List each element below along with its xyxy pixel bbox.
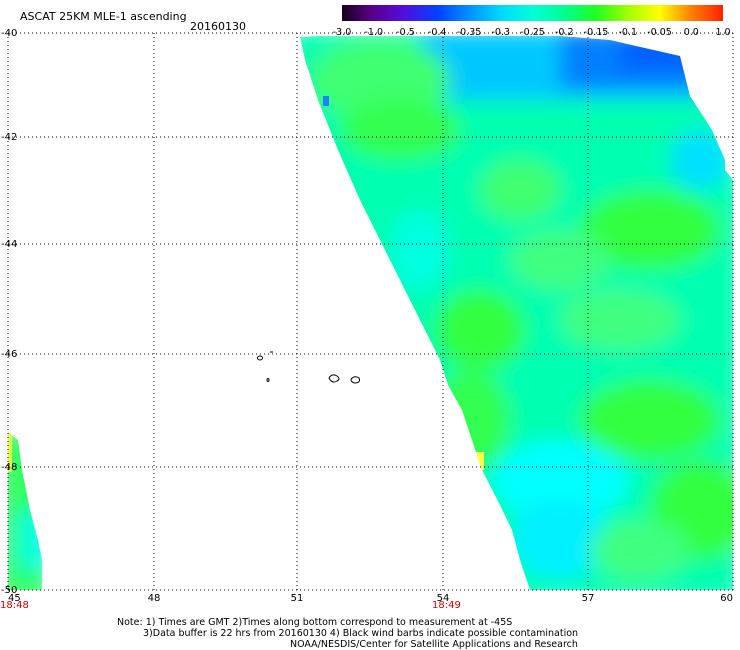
y-tick-label: -46 (1, 349, 17, 360)
gridlines (7, 32, 734, 591)
colorbar-label: -1.0 (364, 27, 383, 38)
map-date: 20160130 (190, 20, 246, 33)
x-tick-label: 48 (148, 593, 161, 604)
y-tick-label: -42 (1, 132, 17, 143)
colorbar-label: -0.1 (618, 27, 637, 38)
x-tick-label: 57 (582, 593, 595, 604)
y-tick-label: -50 (1, 585, 17, 596)
x-tick-label: 60 (720, 593, 733, 604)
y-axis-labels: -40 -42 -44 -46 -48 -50 (1, 28, 17, 596)
colorbar-label: -0.05 (647, 27, 672, 38)
time-left: 18:48 (0, 600, 29, 611)
colorbar-label: 1.0 (715, 27, 730, 38)
y-tick-label: -48 (1, 462, 17, 473)
note-line-1: Note: 1) Times are GMT 2)Times along bot… (117, 617, 512, 628)
x-axis-labels: 45 48 51 54 57 60 (8, 593, 733, 604)
note-line-3: NOAA/NESDIS/Center for Satellite Applica… (290, 639, 578, 650)
colorbar-label: 0.0 (684, 27, 699, 38)
colorbar-gradient (342, 5, 723, 21)
colorbar-label: -3.0 (333, 27, 352, 38)
y-tick-label: -40 (1, 28, 17, 39)
colorbar-label: -0.5 (396, 27, 415, 38)
x-tick-label: 54 (437, 593, 450, 604)
time-center: 18:49 (432, 600, 461, 611)
colorbar-label: -0.4 (428, 27, 447, 38)
island-outlines (257, 351, 361, 384)
y-tick-label: -44 (1, 239, 17, 250)
x-tick-label: 51 (291, 593, 304, 604)
swath-main (300, 36, 733, 590)
x-tick-label: 45 (8, 593, 21, 604)
note-line-2: 3)Data buffer is 22 hrs from 20160130 4)… (143, 628, 578, 639)
swath-left (8, 432, 42, 590)
data-field (8, 36, 733, 590)
map-title: ASCAT 25KM MLE-1 ascending (20, 10, 187, 23)
